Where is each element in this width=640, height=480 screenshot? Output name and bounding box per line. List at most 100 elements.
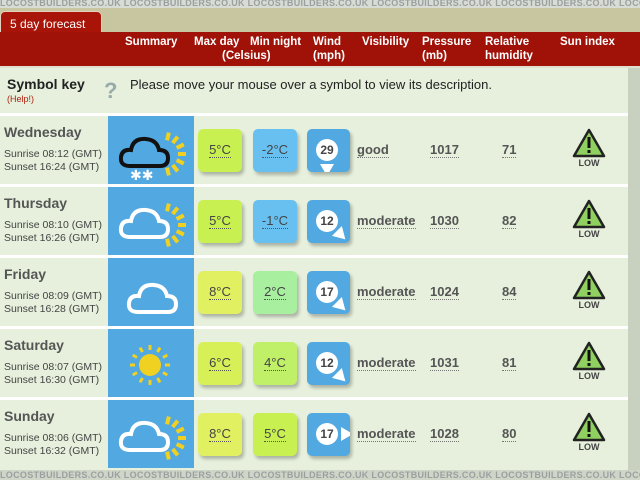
summary-symbol[interactable]: ✱✱ [108,116,194,184]
forecast-row: Thursday Sunrise 08:10 (GMT) Sunset 16:2… [0,184,628,255]
summary-symbol[interactable] [108,329,194,397]
sunrise-time: Sunrise 08:07 (GMT) [4,361,103,373]
max-temp-value: 5°C [209,142,231,158]
sunset-time: Sunset 16:30 (GMT) [4,374,100,386]
warning-triangle-icon [572,412,606,442]
max-temp[interactable]: 8°C [198,413,242,456]
max-temp[interactable]: 5°C [198,129,242,172]
wind-speed: 12 [316,352,338,374]
sun-index[interactable]: LOW [571,128,607,168]
question-mark-icon: ? [104,78,118,103]
summary-symbol[interactable] [108,258,194,326]
humidity[interactable]: 84 [502,284,517,300]
max-temp-value: 5°C [209,213,231,229]
watermark-bottom: LOCOSTBUILDERS.CO.UK LOCOSTBUILDERS.CO.U… [0,470,640,480]
min-temp[interactable]: 5°C [253,413,297,456]
header-sun-index: Sun index [560,36,615,48]
sun-index[interactable]: LOW [571,412,607,452]
sunset-time: Sunset 16:24 (GMT) [4,161,100,173]
wind-symbol[interactable]: 12 [307,200,350,243]
wind-arrow-icon [320,164,334,172]
symbol-key: Symbol key (Help!) ? Please move your mo… [0,68,640,112]
summary-symbol[interactable] [108,187,194,255]
symbol-key-title: Symbol key [7,76,85,92]
scrollbar[interactable] [628,68,640,470]
min-temp-value: 2°C [264,284,286,300]
pressure[interactable]: 1017 [430,142,459,158]
svg-text:✱✱: ✱✱ [130,167,153,183]
sunset-time: Sunset 16:32 (GMT) [4,445,100,457]
min-temp[interactable]: 4°C [253,342,297,385]
wind-symbol[interactable]: 17 [307,271,350,314]
day-name: Friday [4,266,47,282]
sun-index[interactable]: LOW [571,270,607,310]
sunrise-time: Sunrise 08:06 (GMT) [4,432,103,444]
wind-arrow-icon [331,367,346,382]
max-temp[interactable]: 8°C [198,271,242,314]
sunrise-time: Sunrise 08:09 (GMT) [4,290,103,302]
pressure[interactable]: 1024 [430,284,459,300]
humidity[interactable]: 71 [502,142,517,158]
visibility[interactable]: good [357,142,389,158]
column-header: Summary Max day Min night (Celsius) Wind… [0,32,640,68]
pressure[interactable]: 1028 [430,426,459,442]
header-summary: Summary [125,36,178,48]
min-temp-value: -1°C [261,213,289,229]
min-temp[interactable]: -2°C [253,129,297,172]
pressure[interactable]: 1031 [430,355,459,371]
wind-arrow-icon [331,225,346,240]
max-temp[interactable]: 6°C [198,342,242,385]
cloud-sun-icon [118,416,186,460]
visibility[interactable]: moderate [357,426,416,442]
wind-symbol[interactable]: 29 [307,129,350,172]
warning-triangle-icon [572,128,606,158]
sun-icon [130,345,170,385]
forecast-row: Saturday Sunrise 08:07 (GMT) Sunset 16:3… [0,326,628,397]
sunset-time: Sunset 16:28 (GMT) [4,303,100,315]
wind-arrow-icon [341,427,350,441]
max-temp[interactable]: 5°C [198,200,242,243]
pressure[interactable]: 1030 [430,213,459,229]
header-visibility: Visibility [362,36,410,48]
cloud-snow-sun-icon: ✱✱ [118,132,186,183]
help-link[interactable]: (Help!) [7,94,35,104]
humidity[interactable]: 80 [502,426,517,442]
sun-index-label: LOW [578,300,600,310]
header-pressure: Pressure [422,36,472,48]
wind-symbol[interactable]: 17 [307,413,350,456]
header-mb: (mb) [422,50,447,62]
sunset-time: Sunset 16:26 (GMT) [4,232,100,244]
day-name: Wednesday [4,124,82,140]
wind-symbol[interactable]: 12 [307,342,350,385]
header-celsius: (Celsius) [222,50,271,62]
sunrise-time: Sunrise 08:10 (GMT) [4,219,103,231]
cloud-icon [126,282,179,314]
sunrise-time: Sunrise 08:12 (GMT) [4,148,103,160]
min-temp[interactable]: 2°C [253,271,297,314]
min-temp-value: 5°C [264,426,286,442]
min-temp[interactable]: -1°C [253,200,297,243]
sun-index-label: LOW [578,229,600,239]
visibility[interactable]: moderate [357,284,416,300]
header-max-day: Max day [194,36,240,48]
tab-5-day-forecast[interactable]: 5 day forecast [0,11,102,33]
header-wind: Wind [313,36,341,48]
warning-triangle-icon [572,341,606,371]
sun-index-label: LOW [578,442,600,452]
sun-index[interactable]: LOW [571,341,607,381]
forecast-row: Sunday Sunrise 08:06 (GMT) Sunset 16:32 … [0,397,628,468]
humidity[interactable]: 82 [502,213,517,229]
visibility[interactable]: moderate [357,213,416,229]
header-humidity: humidity [485,50,533,62]
sun-index-label: LOW [578,158,600,168]
symbol-description: Please move your mouse over a symbol to … [130,77,492,92]
sun-index[interactable]: LOW [571,199,607,239]
forecast-row: Friday Sunrise 08:09 (GMT) Sunset 16:28 … [0,255,628,326]
humidity[interactable]: 81 [502,355,517,371]
header-min-night: Min night [250,36,302,48]
visibility[interactable]: moderate [357,355,416,371]
wind-arrow-icon [331,296,346,311]
summary-symbol[interactable] [108,400,194,468]
max-temp-value: 8°C [209,426,231,442]
warning-triangle-icon [572,199,606,229]
